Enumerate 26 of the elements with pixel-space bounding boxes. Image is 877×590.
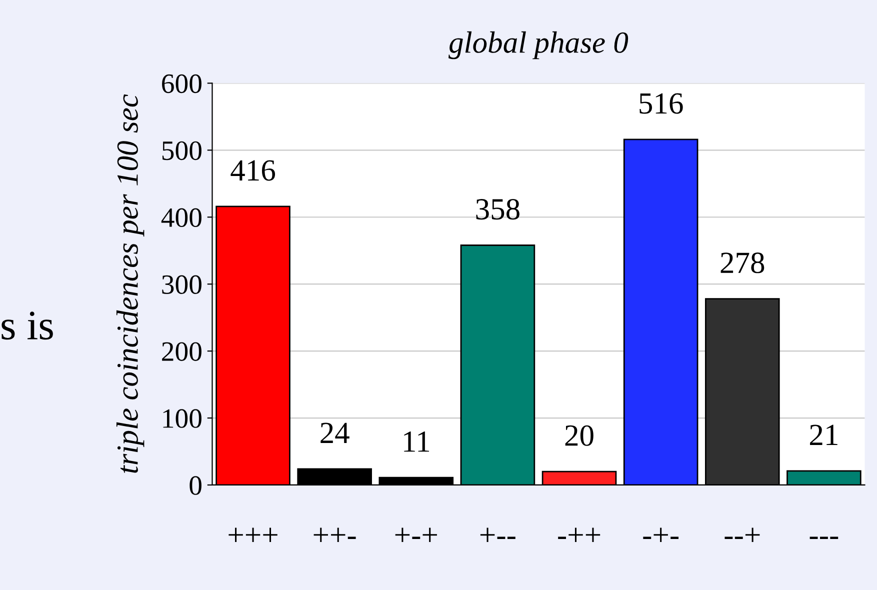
data-label: 278 (720, 252, 764, 274)
x-tick-label: +-+ (395, 528, 437, 542)
y-tick-label: 500 (162, 141, 202, 160)
x-tick-label: -+- (643, 528, 679, 542)
y-tick-label: 0 (190, 476, 202, 495)
x-tick-label: --+ (724, 528, 760, 542)
data-label: 21 (810, 424, 838, 445)
data-label: 24 (320, 422, 350, 443)
y-tick-label: 400 (161, 208, 202, 228)
y-tick-label: 300 (162, 275, 202, 294)
y-tick-label: 600 (162, 74, 202, 94)
y-axis-title: triple coincidences per 100 sec (116, 94, 144, 473)
data-label: 20 (565, 425, 594, 446)
data-label: 11 (404, 431, 430, 452)
y-tick-label: 100 (163, 409, 202, 428)
chart-title: global phase 0 (448, 31, 628, 60)
text: s is (2, 312, 53, 340)
data-label: 358 (476, 198, 520, 220)
data-label: 516 (640, 93, 683, 114)
x-tick-label: --- (810, 536, 838, 540)
x-tick-label: -++ (558, 528, 600, 542)
x-tick-label: +-- (480, 528, 516, 542)
y-tick-label: 200 (162, 342, 202, 361)
data-label: 416 (230, 160, 276, 181)
x-tick-label: +++ (228, 528, 278, 542)
x-tick-label: ++- (314, 528, 356, 542)
